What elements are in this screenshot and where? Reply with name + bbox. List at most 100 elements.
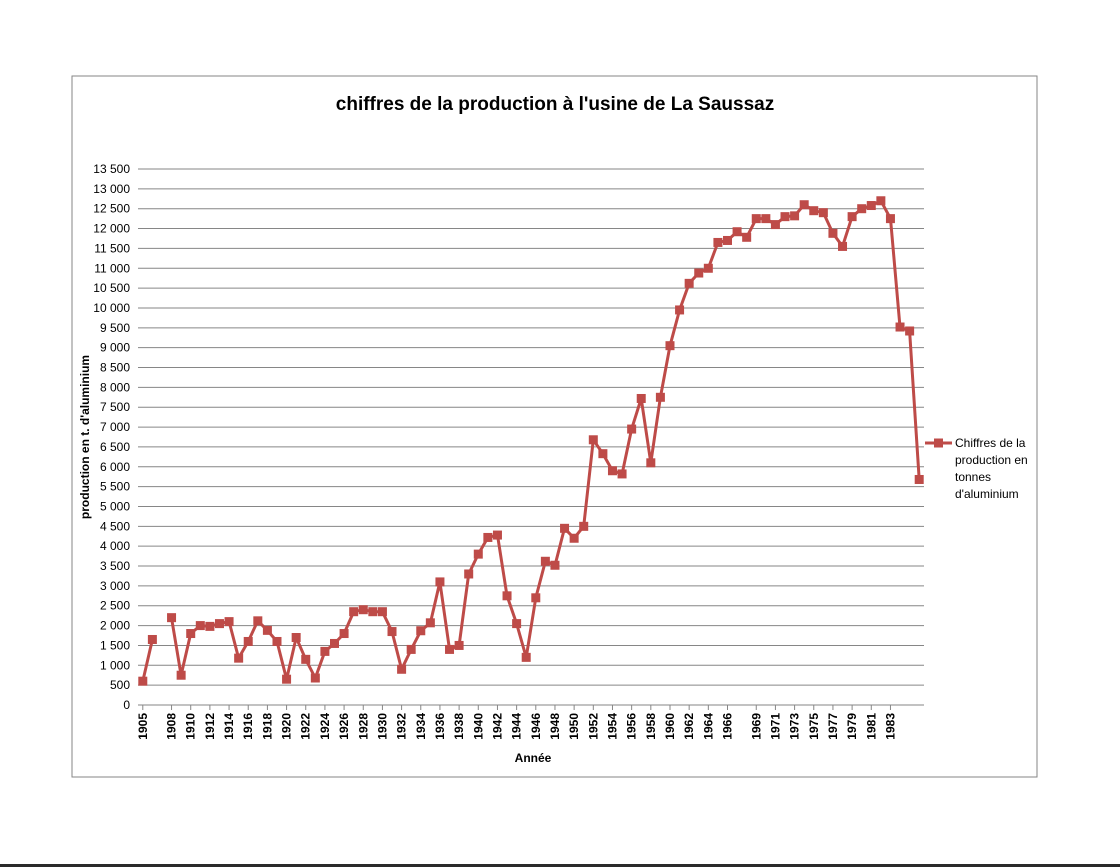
data-point xyxy=(512,619,522,629)
window-bottom-edge xyxy=(0,864,1120,867)
data-point xyxy=(147,634,157,644)
data-point xyxy=(492,530,502,540)
data-point xyxy=(713,237,723,247)
x-tick-label: 1981 xyxy=(864,713,878,740)
x-tick-label: 1928 xyxy=(356,713,370,740)
y-tick-label: 10 500 xyxy=(93,281,130,295)
x-tick-label: 1962 xyxy=(682,713,696,740)
data-point xyxy=(521,652,531,662)
y-tick-label: 11 000 xyxy=(94,261,130,275)
y-tick-label: 6 500 xyxy=(100,440,130,454)
y-tick-label: 13 500 xyxy=(93,162,130,176)
data-point xyxy=(742,232,752,242)
data-point xyxy=(330,638,339,648)
data-point xyxy=(914,474,924,484)
x-tick-label: 1905 xyxy=(136,713,150,740)
x-tick-label: 1958 xyxy=(644,713,658,740)
data-point xyxy=(464,569,474,579)
data-point xyxy=(550,560,560,570)
y-axis-label: production en t. d'aluminium xyxy=(78,355,92,519)
legend: Chiffres de la production en tonnes d'alumi… xyxy=(925,436,1028,501)
data-point xyxy=(579,521,589,531)
data-point xyxy=(176,670,186,680)
data-point xyxy=(320,646,330,656)
data-point xyxy=(502,591,512,601)
data-point xyxy=(540,556,550,566)
y-tick-label: 7 000 xyxy=(100,420,130,434)
x-tick-label: 1956 xyxy=(625,713,639,740)
data-point xyxy=(684,278,694,288)
data-point xyxy=(732,227,742,237)
data-point xyxy=(885,214,895,224)
data-point xyxy=(406,644,416,654)
data-point xyxy=(358,605,368,615)
data-point xyxy=(282,674,292,684)
y-tick-label: 13 000 xyxy=(93,182,130,196)
y-tick-label: 2 500 xyxy=(100,599,130,613)
y-tick-label: 2 000 xyxy=(100,619,130,633)
y-tick-label: 0 xyxy=(123,698,130,712)
y-tick-label: 1 500 xyxy=(100,638,130,652)
x-tick-label: 1973 xyxy=(788,713,802,740)
y-tick-label: 11 500 xyxy=(94,241,130,255)
x-tick-label: 1952 xyxy=(586,713,600,740)
data-point xyxy=(416,626,426,636)
x-tick-label: 1920 xyxy=(280,713,294,740)
x-tick-label: 1910 xyxy=(184,713,198,740)
data-point xyxy=(234,653,244,663)
x-tick-label: 1926 xyxy=(337,713,351,740)
y-tick-label: 3 500 xyxy=(100,559,130,573)
x-axis-tick-labels: 1905 1908 1910 1912 1914 1916 1918 1920 1922 1924… xyxy=(136,705,897,740)
x-tick-label: 1983 xyxy=(883,713,897,740)
data-point xyxy=(224,617,234,627)
y-tick-label: 12 000 xyxy=(93,222,130,236)
x-tick-label: 1922 xyxy=(299,713,313,740)
legend-label-line: Chiffres de la xyxy=(955,436,1026,450)
data-point xyxy=(205,621,215,631)
x-tick-label: 1969 xyxy=(749,713,763,740)
data-point xyxy=(454,640,464,650)
data-point xyxy=(560,523,570,533)
x-tick-label: 1950 xyxy=(567,713,581,740)
data-point xyxy=(310,673,320,683)
data-point xyxy=(262,625,272,635)
y-tick-label: 3 000 xyxy=(100,579,130,593)
data-point xyxy=(838,241,848,251)
x-tick-label: 1940 xyxy=(471,713,485,740)
data-point xyxy=(895,322,905,332)
x-tick-label: 1975 xyxy=(807,713,821,740)
x-tick-label: 1977 xyxy=(826,713,840,740)
x-tick-label: 1930 xyxy=(375,713,389,740)
x-tick-label: 1932 xyxy=(395,713,409,740)
series-layer xyxy=(138,196,924,686)
data-point xyxy=(761,214,771,224)
data-point xyxy=(435,577,445,587)
data-point xyxy=(866,201,876,211)
data-point xyxy=(425,618,435,628)
y-tick-label: 12 500 xyxy=(93,202,130,216)
data-point xyxy=(809,206,819,216)
x-tick-label: 1942 xyxy=(490,713,504,740)
data-point xyxy=(780,212,790,222)
data-point xyxy=(847,212,857,222)
legend-label: Chiffres de la production en tonnes d'alumi… xyxy=(955,436,1028,501)
y-tick-label: 5 500 xyxy=(100,480,130,494)
data-point xyxy=(723,235,732,245)
data-point xyxy=(186,629,196,639)
data-point xyxy=(339,629,349,639)
data-point xyxy=(291,633,301,643)
y-tick-label: 6 000 xyxy=(100,460,130,474)
data-point xyxy=(627,424,637,434)
data-point xyxy=(397,664,407,674)
x-axis-label: Année xyxy=(515,751,552,765)
x-tick-label: 1912 xyxy=(203,713,217,740)
data-point xyxy=(636,393,646,403)
x-tick-label: 1979 xyxy=(845,713,859,740)
legend-label-line: tonnes xyxy=(955,470,991,484)
data-point xyxy=(828,228,838,238)
x-tick-label: 1954 xyxy=(605,713,619,740)
y-tick-label: 8 500 xyxy=(100,361,130,375)
data-point xyxy=(694,268,704,278)
data-point xyxy=(377,607,387,617)
